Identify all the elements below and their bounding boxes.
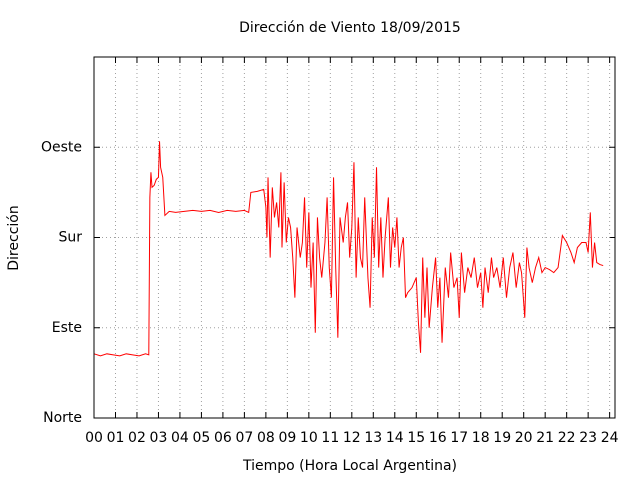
x-tick-label: 05 [193, 430, 211, 446]
x-tick-label: 07 [235, 430, 253, 446]
y-tick-label: Este [52, 320, 82, 336]
x-tick-label: 24 [601, 430, 619, 446]
x-tick-label: 08 [257, 430, 275, 446]
y-tick-label: Sur [58, 230, 82, 246]
plot-border [93, 56, 616, 419]
x-tick-label: 13 [364, 430, 382, 446]
x-tick-label: 23 [579, 430, 597, 446]
chart-title: Dirección de Viento 18/09/2015 [239, 20, 461, 36]
x-tick-label: 06 [214, 430, 232, 446]
x-tick-label: 21 [536, 430, 554, 446]
x-tick-label: 22 [558, 430, 576, 446]
x-tick-label: 20 [515, 430, 533, 446]
x-tick-label: 09 [278, 430, 296, 446]
data-line [93, 141, 604, 357]
x-axis-label: Tiempo (Hora Local Argentina) [242, 458, 457, 474]
x-tick-label: 12 [343, 430, 361, 446]
x-tick-label: 16 [429, 430, 447, 446]
y-tick-label: Oeste [41, 139, 82, 155]
x-tick-label: 04 [171, 430, 189, 446]
x-tick-label: 17 [450, 430, 468, 446]
x-tick-label: 15 [407, 430, 425, 446]
y-axis-label: Dirección [6, 205, 22, 270]
x-tick-label: 14 [386, 430, 404, 446]
x-tick-label: 18 [472, 430, 490, 446]
x-tick-label: 01 [107, 430, 125, 446]
x-tick-label: 19 [493, 430, 511, 446]
y-tick-label: Norte [43, 410, 82, 426]
x-tick-label: 03 [150, 430, 168, 446]
x-tick-label: 00 [85, 430, 103, 446]
x-tick-label: 02 [128, 430, 146, 446]
x-tick-label: 10 [300, 430, 318, 446]
x-tick-label: 11 [321, 430, 339, 446]
